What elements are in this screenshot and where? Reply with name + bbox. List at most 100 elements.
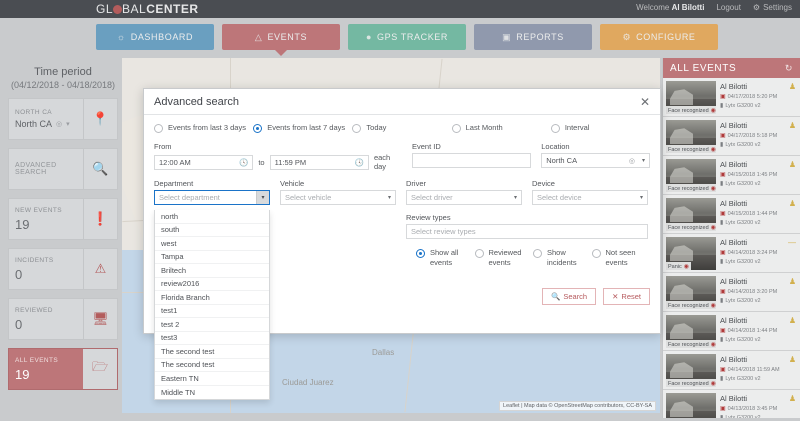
clock-icon[interactable]: 🕓 xyxy=(239,157,249,167)
minus-icon[interactable]: — xyxy=(788,238,796,247)
sidebar-card-reviewed[interactable]: REVIEWED 0 🖥 xyxy=(8,298,118,340)
radio-last-3-days[interactable]: Events from last 3 days xyxy=(154,123,253,133)
close-icon[interactable]: ✕ xyxy=(639,94,650,109)
chevron-down-icon[interactable]: ▾ xyxy=(66,121,70,128)
event-thumbnail[interactable]: Face recognized◉ xyxy=(666,393,716,418)
event-device: Lytx G3200 v2 xyxy=(725,414,761,419)
to-time-input[interactable]: 11:59 PM 🕓 xyxy=(269,154,369,170)
sidebar-card-all-events[interactable]: ALL EVENTS 19 🗁 xyxy=(8,348,118,390)
event-thumbnail[interactable]: Face recognized◉ xyxy=(666,120,716,153)
sidebar-card-location[interactable]: NORTH CA North CA ◎ ▾ 📍 xyxy=(8,98,118,140)
person-icon[interactable]: ♟ xyxy=(788,121,796,130)
person-icon[interactable]: ♟ xyxy=(788,394,796,403)
department-option[interactable]: north xyxy=(155,210,269,224)
department-option[interactable]: Eastern TN xyxy=(155,372,269,386)
department-option[interactable]: The second test xyxy=(155,345,269,359)
radio-not-seen-events[interactable]: Not seen events xyxy=(591,248,651,268)
event-thumbnail[interactable]: Face recognized◉ xyxy=(666,315,716,348)
sidebar-card-new-events[interactable]: NEW EVENTS 19 ❗ xyxy=(8,198,118,240)
sidebar-card-advanced-search[interactable]: ADVANCED SEARCH 🔍 xyxy=(8,148,118,190)
main-nav: ☼ DASHBOARD △ EVENTS ● GPS TRACKER ▣ REP… xyxy=(0,18,800,56)
event-list-item[interactable]: Face recognized ◉ Al Bilotti ▣ 04/15/2018 1:… xyxy=(663,195,800,234)
department-option[interactable]: west xyxy=(155,237,269,251)
department-option[interactable]: Briltech xyxy=(155,264,269,278)
event-thumbnail[interactable]: Face recognized◉ xyxy=(666,198,716,231)
event-thumbnail[interactable]: Panic ◉ xyxy=(666,237,716,270)
dashboard-icon: ☼ xyxy=(116,32,126,42)
department-option[interactable]: review2016 xyxy=(155,278,269,291)
department-option[interactable]: test1 xyxy=(155,305,269,318)
person-icon[interactable]: ♟ xyxy=(788,277,796,286)
radio-today[interactable]: Today xyxy=(352,123,451,133)
event-list-item[interactable]: Face recognized ◉ Al Bilotti ▣ 04/14/2018 1:… xyxy=(663,312,800,351)
radio-show-all-events[interactable]: Show all events xyxy=(416,248,475,268)
person-icon[interactable]: ♟ xyxy=(788,160,796,169)
tab-reports[interactable]: ▣ REPORTS xyxy=(474,24,592,50)
radio-reviewed-events[interactable]: Reviewed events xyxy=(474,248,534,268)
radio-show-all-label: Show all events xyxy=(430,248,459,268)
department-option[interactable]: Tampa xyxy=(155,251,269,264)
event-thumbnail[interactable]: Face recognized◉ xyxy=(666,276,716,309)
department-select[interactable]: Select department ▾ xyxy=(154,190,270,206)
review-types-select[interactable]: Select review types xyxy=(406,224,648,240)
department-option[interactable]: The second test xyxy=(155,359,269,372)
tab-events[interactable]: △ EVENTS xyxy=(222,24,340,56)
chevron-down-icon[interactable]: ▾ xyxy=(256,191,269,205)
person-icon[interactable]: ♟ xyxy=(788,316,796,325)
settings-link[interactable]: ⚙ Settings xyxy=(753,3,792,12)
event-thumbnail[interactable]: Face recognized◉ xyxy=(666,81,716,114)
clock-icon[interactable]: 🕓 xyxy=(354,157,364,167)
tab-gps-label: GPS TRACKER xyxy=(377,32,448,42)
department-option[interactable]: Middle TN xyxy=(161,387,196,397)
device-select[interactable]: Select device ▾ xyxy=(532,190,648,206)
each-day-label: each day xyxy=(373,153,391,172)
event-list-item[interactable]: Face recognized◉ Al Bilotti ▣04/13/2018 3:… xyxy=(663,390,800,418)
department-option[interactable]: south xyxy=(155,224,269,237)
radio-interval[interactable]: Interval xyxy=(550,123,650,133)
person-icon[interactable]: ♟ xyxy=(788,199,796,208)
event-driver-name: Al Bilotti xyxy=(720,238,748,247)
department-option[interactable]: test3 xyxy=(155,332,269,345)
event-thumbnail[interactable]: Face recognized◉ xyxy=(666,354,716,387)
event-list-item[interactable]: Face recognized ◉ Al Bilotti ▣ 04/17/2018 5:… xyxy=(663,78,800,117)
location-select[interactable]: North CA ◎ ▾ xyxy=(541,153,650,169)
department-option[interactable]: test 2 xyxy=(155,318,269,332)
event-list-item[interactable]: Face recognized ◉ Al Bilotti ▣ 04/14/2018 3:… xyxy=(663,273,800,312)
radio-dot xyxy=(474,249,484,259)
event-datetime: 04/17/2018 5:18 PM xyxy=(727,132,778,139)
tab-dashboard[interactable]: ☼ DASHBOARD xyxy=(96,24,214,50)
event-id-input[interactable] xyxy=(412,153,532,169)
radio-last-7-days[interactable]: Events from last 7 days xyxy=(253,123,352,133)
department-option[interactable]: Florida Branch xyxy=(155,291,269,305)
driver-select[interactable]: Select driver ▾ xyxy=(406,190,522,206)
from-time-input[interactable]: 12:00 AM 🕓 xyxy=(154,154,254,170)
event-datetime: 04/15/2018 1:44 PM xyxy=(727,210,778,217)
events-list[interactable]: Face recognized ◉ Al Bilotti ▣ 04/17/2018 5:… xyxy=(663,78,800,418)
event-badge: Face recognized ◉ xyxy=(666,223,716,231)
event-list-item[interactable]: Face recognized ◉ Al Bilotti ▣ 04/15/2018 1:… xyxy=(663,156,800,195)
refresh-icon[interactable]: ↻ xyxy=(784,62,793,73)
clear-icon[interactable]: ◎ xyxy=(628,157,635,165)
event-list-item[interactable]: Panic ◉ Al Bilotti ▣ 04/14/2018 3:24 PM ▮ Lytx… xyxy=(663,234,800,273)
tab-gps-tracker[interactable]: ● GPS TRACKER xyxy=(348,24,466,50)
event-list-item[interactable]: Face recognized ◉ Al Bilotti ▣ 04/17/2018 5:… xyxy=(663,117,800,156)
person-icon[interactable]: ♟ xyxy=(788,82,796,91)
person-icon[interactable]: ♟ xyxy=(788,355,796,364)
device-icon: ▮ xyxy=(720,259,724,265)
tab-configure[interactable]: ⚙ CONFIGURE xyxy=(600,24,718,50)
dialog-row-time: From 12:00 AM 🕓 to 11:59 PM 🕓 each day xyxy=(154,142,650,171)
radio-show-incidents[interactable]: Show incidents xyxy=(533,248,592,268)
clear-icon[interactable]: ◎ xyxy=(56,121,63,128)
sidebar-card-incidents[interactable]: INCIDENTS 0 ⚠ xyxy=(8,248,118,290)
radio-last-month[interactable]: Last Month xyxy=(451,123,551,133)
event-badge-label: Face recognized xyxy=(668,107,709,114)
device-group: Device Select device ▾ xyxy=(532,179,648,206)
logout-link[interactable]: Logout xyxy=(716,3,740,12)
search-button[interactable]: 🔍 Search xyxy=(542,288,597,306)
event-thumbnail[interactable]: Face recognized◉ xyxy=(666,159,716,192)
reset-button[interactable]: ✕ Reset xyxy=(603,288,650,306)
department-dropdown-list[interactable]: north south west Tampa Briltech review2016 Flo… xyxy=(154,210,270,400)
event-list-item[interactable]: Face recognized ◉ Al Bilotti ▣ 04/14/2018 11… xyxy=(663,351,800,390)
chevron-down-icon: ▾ xyxy=(513,195,517,202)
vehicle-select[interactable]: Select vehicle ▾ xyxy=(280,190,396,206)
